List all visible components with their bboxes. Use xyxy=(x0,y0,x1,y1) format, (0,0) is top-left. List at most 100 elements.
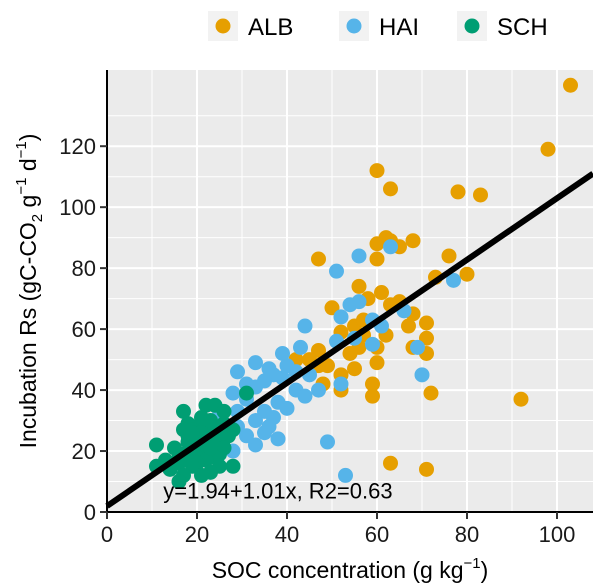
y-axis-title-sup2: −1 xyxy=(13,141,30,158)
y-tick-label: 20 xyxy=(72,439,96,464)
x-axis-title-end: ) xyxy=(481,557,489,583)
point-hai xyxy=(365,336,380,352)
y-tick-label: 80 xyxy=(72,256,96,281)
point-alb xyxy=(311,251,326,267)
point-hai xyxy=(293,339,308,355)
point-hai xyxy=(446,272,461,288)
point-alb xyxy=(419,330,434,346)
point-hai xyxy=(297,318,313,334)
regression-annotation: y=1.94+1.01x, R2=0.63 xyxy=(163,478,392,503)
point-alb xyxy=(513,391,529,407)
point-hai xyxy=(248,355,263,371)
point-alb xyxy=(374,285,389,301)
point-hai xyxy=(279,400,295,416)
point-sch xyxy=(171,474,187,490)
legend-marker-alb xyxy=(215,18,231,34)
y-tick-label: 0 xyxy=(84,500,96,525)
point-alb xyxy=(342,345,358,361)
point-alb xyxy=(423,385,439,401)
point-hai xyxy=(410,339,425,355)
point-hai xyxy=(225,385,241,401)
point-alb xyxy=(383,181,398,197)
x-tick-label: 40 xyxy=(275,522,299,547)
point-alb xyxy=(369,236,385,252)
y-axis-title-mid2: d xyxy=(15,158,41,177)
legend-label-sch: SCH xyxy=(497,14,548,41)
legend-label-alb: ALB xyxy=(248,14,293,41)
legend-marker-hai xyxy=(346,18,362,34)
point-alb xyxy=(324,300,340,316)
point-alb xyxy=(450,184,466,200)
point-hai xyxy=(333,376,349,392)
y-tick-label: 120 xyxy=(59,134,96,159)
y-axis-title-sup1: −1 xyxy=(13,178,30,195)
point-hai xyxy=(311,382,326,398)
point-alb xyxy=(473,187,488,203)
point-alb xyxy=(459,266,475,282)
point-sch xyxy=(149,437,164,453)
y-tick-label: 40 xyxy=(72,378,96,403)
point-alb xyxy=(401,318,416,334)
point-sch xyxy=(225,458,241,474)
point-alb xyxy=(405,233,421,249)
point-hai xyxy=(239,428,254,444)
y-axis-title-end: ) xyxy=(15,134,41,142)
y-axis-title: Incubation Rs (gC-CO2 g−1 d−1) xyxy=(13,134,46,449)
x-axis-ticks: 0 20 40 60 80 100 xyxy=(101,512,575,547)
x-tick-label: 20 xyxy=(185,522,209,547)
point-alb xyxy=(540,141,556,157)
y-axis-ticks: 0 20 40 60 80 100 120 xyxy=(59,134,107,525)
y-tick-label: 100 xyxy=(59,195,96,220)
x-tick-label: 60 xyxy=(365,522,389,547)
point-hai xyxy=(270,431,286,447)
point-hai xyxy=(333,309,349,325)
point-hai xyxy=(275,345,290,361)
point-hai xyxy=(261,419,277,435)
point-sch xyxy=(216,403,232,419)
y-axis-title-mid1: g xyxy=(15,195,41,214)
y-tick-label: 60 xyxy=(72,317,96,342)
point-alb xyxy=(383,455,398,471)
x-tick-label: 0 xyxy=(101,522,113,547)
legend-marker-sch xyxy=(464,18,480,34)
point-hai xyxy=(248,437,263,453)
point-alb xyxy=(419,461,434,477)
grid-minor xyxy=(107,70,593,512)
point-alb xyxy=(563,77,578,93)
point-sch xyxy=(194,467,209,483)
point-alb xyxy=(369,355,385,371)
point-hai xyxy=(297,388,313,404)
point-alb xyxy=(441,248,457,264)
point-alb xyxy=(369,163,385,179)
point-alb xyxy=(351,278,367,294)
point-sch xyxy=(239,385,254,401)
regression-line xyxy=(105,171,593,509)
point-sch xyxy=(185,425,200,441)
point-alb xyxy=(369,251,385,267)
point-hai xyxy=(414,367,430,383)
point-hai xyxy=(329,263,344,279)
point-alb xyxy=(347,361,362,377)
point-hai xyxy=(230,364,245,380)
point-hai xyxy=(342,297,358,313)
point-sch xyxy=(176,403,191,419)
point-alb xyxy=(365,388,380,404)
point-sch xyxy=(203,440,218,456)
y-axis-title-sub: 2 xyxy=(29,214,46,222)
point-hai xyxy=(383,239,398,255)
point-hai xyxy=(338,467,353,483)
point-alb xyxy=(419,315,434,331)
point-hai xyxy=(320,434,335,450)
x-axis-title: SOC concentration (g kg−1) xyxy=(212,555,489,583)
x-axis-title-sup: −1 xyxy=(464,555,481,572)
point-alb xyxy=(311,342,326,358)
point-alb xyxy=(365,376,380,392)
x-tick-label: 80 xyxy=(455,522,479,547)
point-hai xyxy=(351,248,367,264)
point-hai xyxy=(248,413,263,429)
point-sch xyxy=(185,458,200,474)
legend-label-hai: HAI xyxy=(379,14,419,41)
x-tick-label: 100 xyxy=(539,522,576,547)
legend: ALB HAI SCH xyxy=(208,11,548,41)
